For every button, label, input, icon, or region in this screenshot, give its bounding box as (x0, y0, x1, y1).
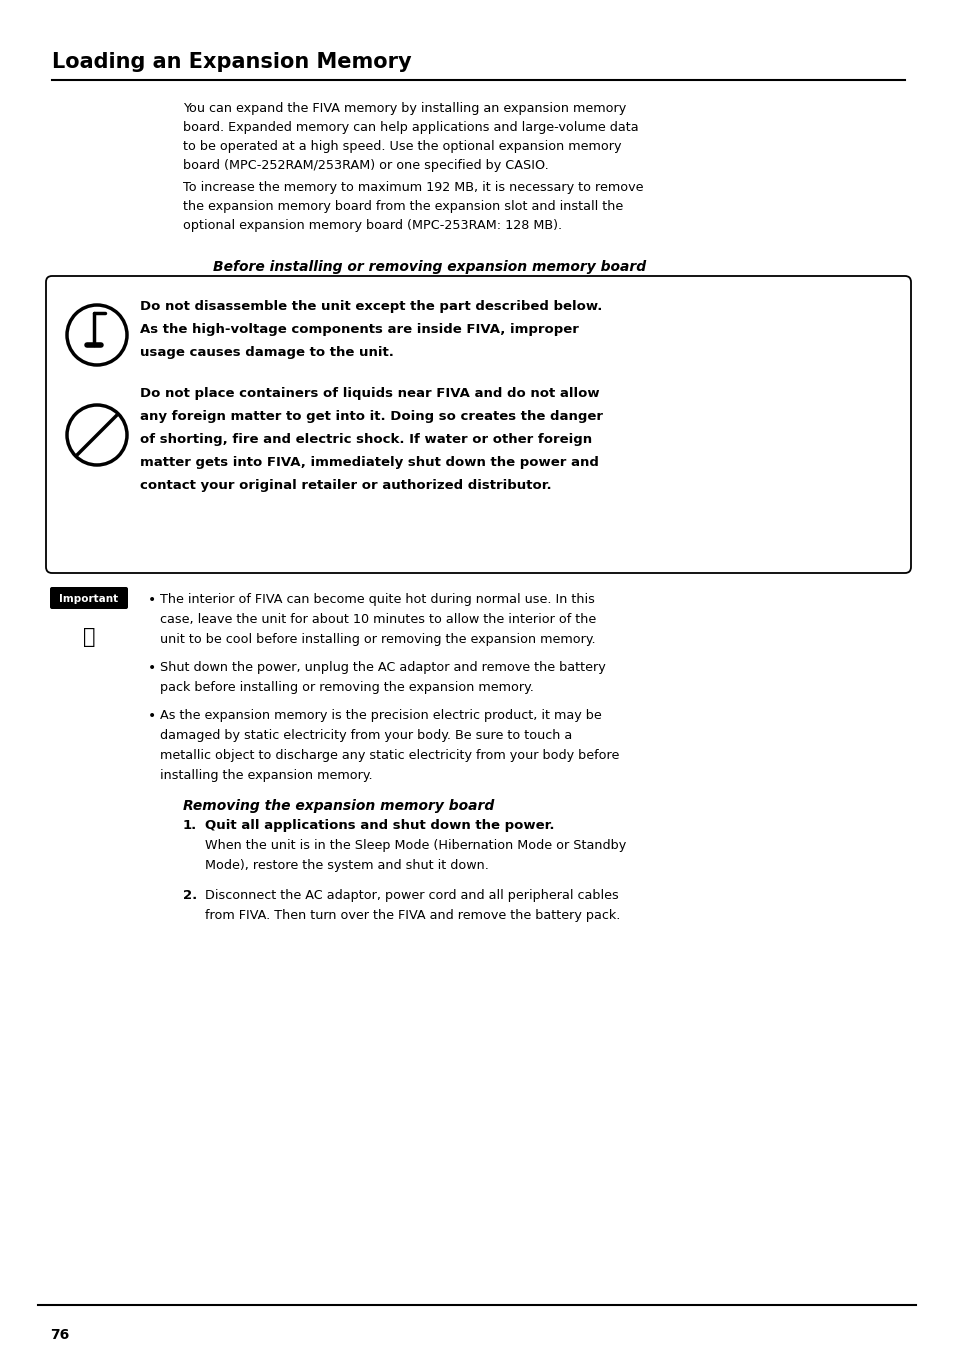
Text: optional expansion memory board (MPC-253RAM: 128 MB).: optional expansion memory board (MPC-253… (183, 219, 561, 233)
Text: 👉: 👉 (83, 627, 95, 648)
Text: Before installing or removing expansion memory board: Before installing or removing expansion … (213, 260, 645, 274)
Text: •: • (148, 661, 156, 675)
Text: case, leave the unit for about 10 minutes to allow the interior of the: case, leave the unit for about 10 minute… (160, 612, 596, 626)
Text: To increase the memory to maximum 192 MB, it is necessary to remove: To increase the memory to maximum 192 MB… (183, 181, 643, 193)
Text: from FIVA. Then turn over the FIVA and remove the battery pack.: from FIVA. Then turn over the FIVA and r… (205, 909, 619, 922)
Text: •: • (148, 708, 156, 723)
Text: You can expand the FIVA memory by installing an expansion memory: You can expand the FIVA memory by instal… (183, 101, 625, 115)
Text: Shut down the power, unplug the AC adaptor and remove the battery: Shut down the power, unplug the AC adapt… (160, 661, 605, 675)
Text: any foreign matter to get into it. Doing so creates the danger: any foreign matter to get into it. Doing… (140, 410, 602, 423)
Text: installing the expansion memory.: installing the expansion memory. (160, 769, 373, 781)
Text: 1.: 1. (183, 819, 197, 831)
Text: Removing the expansion memory board: Removing the expansion memory board (183, 799, 494, 813)
Text: the expansion memory board from the expansion slot and install the: the expansion memory board from the expa… (183, 200, 622, 214)
Text: Mode), restore the system and shut it down.: Mode), restore the system and shut it do… (205, 859, 488, 872)
Text: damaged by static electricity from your body. Be sure to touch a: damaged by static electricity from your … (160, 729, 572, 742)
Text: As the high-voltage components are inside FIVA, improper: As the high-voltage components are insid… (140, 323, 578, 337)
Text: matter gets into FIVA, immediately shut down the power and: matter gets into FIVA, immediately shut … (140, 456, 598, 469)
Text: contact your original retailer or authorized distributor.: contact your original retailer or author… (140, 479, 551, 492)
Text: Loading an Expansion Memory: Loading an Expansion Memory (52, 51, 411, 72)
Text: 2.: 2. (183, 890, 197, 902)
Text: When the unit is in the Sleep Mode (Hibernation Mode or Standby: When the unit is in the Sleep Mode (Hibe… (205, 840, 625, 852)
Text: As the expansion memory is the precision electric product, it may be: As the expansion memory is the precision… (160, 708, 601, 722)
Text: usage causes damage to the unit.: usage causes damage to the unit. (140, 346, 394, 360)
Text: Do not disassemble the unit except the part described below.: Do not disassemble the unit except the p… (140, 300, 601, 314)
Text: metallic object to discharge any static electricity from your body before: metallic object to discharge any static … (160, 749, 618, 763)
FancyBboxPatch shape (46, 276, 910, 573)
Text: Quit all applications and shut down the power.: Quit all applications and shut down the … (205, 819, 554, 831)
Text: unit to be cool before installing or removing the expansion memory.: unit to be cool before installing or rem… (160, 633, 595, 646)
Text: board (MPC-252RAM/253RAM) or one specified by CASIO.: board (MPC-252RAM/253RAM) or one specifi… (183, 160, 548, 172)
Text: Disconnect the AC adaptor, power cord and all peripheral cables: Disconnect the AC adaptor, power cord an… (205, 890, 618, 902)
FancyBboxPatch shape (50, 587, 128, 608)
Text: board. Expanded memory can help applications and large-volume data: board. Expanded memory can help applicat… (183, 120, 638, 134)
Text: 76: 76 (50, 1328, 70, 1343)
Text: of shorting, fire and electric shock. If water or other foreign: of shorting, fire and electric shock. If… (140, 433, 592, 446)
Text: Important: Important (59, 594, 118, 604)
Text: •: • (148, 594, 156, 607)
Text: The interior of FIVA can become quite hot during normal use. In this: The interior of FIVA can become quite ho… (160, 594, 595, 606)
Text: pack before installing or removing the expansion memory.: pack before installing or removing the e… (160, 681, 534, 694)
Text: to be operated at a high speed. Use the optional expansion memory: to be operated at a high speed. Use the … (183, 141, 620, 153)
Text: Do not place containers of liquids near FIVA and do not allow: Do not place containers of liquids near … (140, 387, 599, 400)
